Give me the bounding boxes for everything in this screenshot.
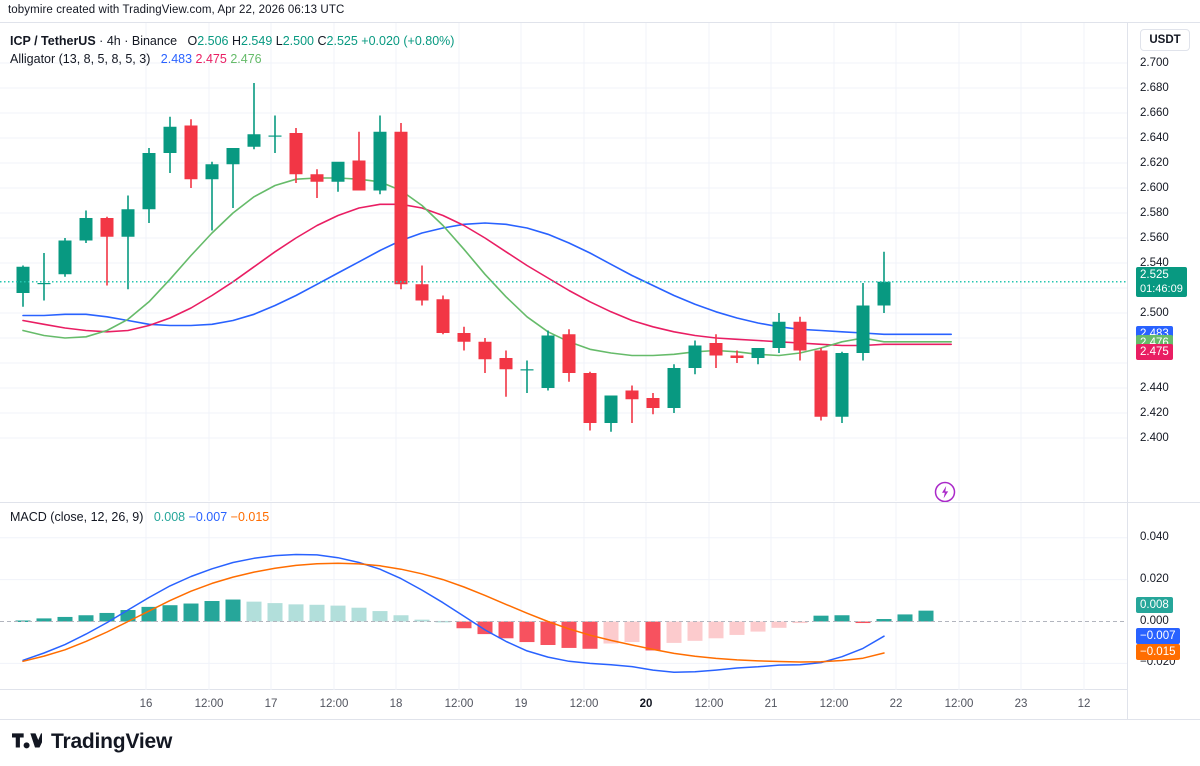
- tradingview-logo: TradingView: [12, 730, 172, 754]
- macd-hist-badge[interactable]: 0.008: [1136, 596, 1173, 613]
- time-axis-label: 20: [639, 698, 653, 710]
- last-price-badge-value: 2.525: [1140, 268, 1169, 281]
- macd-chart-canvas[interactable]: [0, 503, 1127, 690]
- price-axis-tick: 2.580: [1140, 207, 1169, 219]
- time-axis-label: 17: [264, 698, 278, 710]
- macd-axis-tick: 0.040: [1140, 530, 1169, 543]
- price-axis-tick: 2.600: [1140, 182, 1169, 194]
- time-axis-label: 12:00: [944, 698, 974, 710]
- macd-pane[interactable]: MACD (close, 12, 26, 9) 0.008 −0.007 −0.…: [0, 502, 1127, 690]
- last-price-countdown: 01:46:09: [1140, 282, 1183, 295]
- price-axis-tick: 2.620: [1140, 157, 1169, 169]
- price-axis-tick: 2.400: [1140, 432, 1169, 444]
- price-chart-canvas[interactable]: [0, 23, 1127, 503]
- price-axis-tick: 2.700: [1140, 57, 1169, 69]
- price-axis-tick: 2.560: [1140, 232, 1169, 244]
- time-axis-label: 12: [1077, 698, 1091, 710]
- time-axis-label: 16: [139, 698, 153, 710]
- time-axis-label: 21: [764, 698, 778, 710]
- time-axis-label: 18: [389, 698, 403, 710]
- macd-line-badge[interactable]: −0.007: [1136, 627, 1180, 644]
- alligator-teeth-badge-value: 2.475: [1140, 346, 1169, 359]
- lightning-event-marker[interactable]: [934, 481, 956, 503]
- time-axis-label: 12:00: [194, 698, 224, 710]
- macd-signal-badge[interactable]: −0.015: [1136, 644, 1180, 661]
- time-axis-label: 12:00: [569, 698, 599, 710]
- macd-axis-tick: 0.000: [1140, 614, 1169, 627]
- time-axis-label: 12:00: [444, 698, 474, 710]
- time-axis-label: 12:00: [319, 698, 349, 710]
- price-pane[interactable]: ICP / TetherUS · 4h · Binance O2.506 H2.…: [0, 23, 1127, 503]
- price-axis-tick: 2.540: [1140, 257, 1169, 269]
- axis-pane-separator: [1127, 502, 1200, 503]
- time-axis-separator: [1127, 690, 1128, 720]
- last-price-badge[interactable]: 2.525 01:46:09: [1136, 266, 1187, 297]
- price-axis-tick: 2.680: [1140, 82, 1169, 94]
- price-axis-tick: 2.660: [1140, 107, 1169, 119]
- time-axis-label: 22: [889, 698, 903, 710]
- tradingview-wordmark: TradingView: [51, 730, 173, 753]
- time-axis-label: 12:00: [694, 698, 724, 710]
- time-axis-label: 19: [514, 698, 528, 710]
- price-axis-tick: 2.440: [1140, 382, 1169, 394]
- currency-badge: USDT: [1140, 29, 1190, 51]
- chart-frame: ICP / TetherUS · 4h · Binance O2.506 H2.…: [0, 22, 1200, 691]
- attribution-text: tobymire created with TradingView.com, A…: [8, 4, 345, 16]
- time-axis-label: 12:00: [819, 698, 849, 710]
- macd-axis-tick: 0.020: [1140, 572, 1169, 585]
- alligator-teeth-badge[interactable]: 2.475: [1136, 344, 1173, 361]
- tradingview-logo-icon: [12, 732, 42, 748]
- price-axis-tick: 2.500: [1140, 307, 1169, 319]
- right-price-axis[interactable]: USDT 2.700 2.680 2.660 2.640 2.620 2.600 2.580…: [1127, 23, 1200, 691]
- time-axis[interactable]: 16 12:00 17 12:00 18 12:00 19 12:00 20 12:00 21 12:…: [0, 690, 1200, 720]
- price-axis-tick: 2.640: [1140, 132, 1169, 144]
- price-axis-tick: 2.420: [1140, 407, 1169, 419]
- time-axis-label: 23: [1014, 698, 1028, 710]
